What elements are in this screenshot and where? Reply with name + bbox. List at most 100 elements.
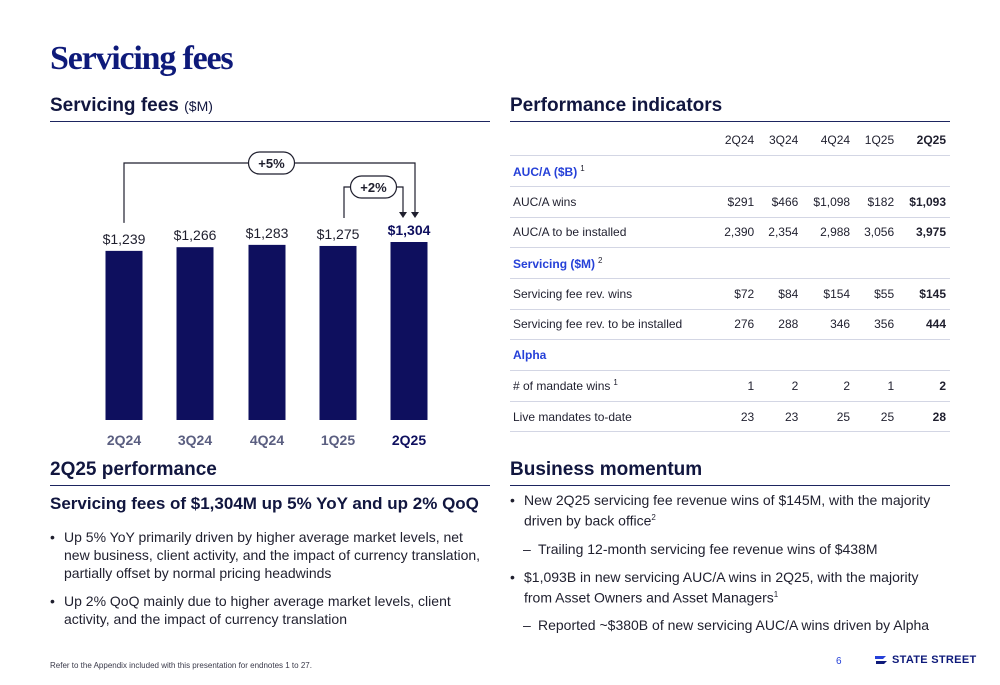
cell: $55 (854, 278, 899, 310)
sub-bullet-item: Reported ~$380B of new servicing AUC/A w… (510, 616, 950, 634)
servicing-fees-chart: $1,239 2Q24 $1,266 3Q24 $1,283 4Q24 $1,275 1Q25… (103, 151, 431, 448)
table-row: Live mandates to-date 23 23 25 25 28 (510, 401, 950, 433)
quarter-performance-title: 2Q25 performance (50, 459, 217, 480)
row-label: AUC/A to be installed (510, 217, 715, 249)
cell: $182 (854, 186, 899, 218)
cell: 2,390 (714, 217, 759, 249)
bullet-item: $1,093B in new servicing AUC/A wins in 2… (510, 568, 950, 607)
cell-current: $145 (898, 278, 950, 310)
table-row: Servicing fee rev. to be installed 276 2… (510, 309, 950, 341)
bullet-item: New 2Q25 servicing fee revenue wins of $… (510, 491, 950, 530)
bar-2Q25 (390, 242, 428, 420)
qoq-change-pill (349, 175, 398, 199)
endnote-ref: 2 (651, 513, 656, 522)
bar-value-label: $1,275 (317, 226, 360, 242)
row-label: Servicing fee rev. wins (510, 278, 715, 310)
column-header: 4Q24 (802, 125, 855, 157)
category-label: 4Q24 (250, 432, 284, 448)
table-group-row: Alpha (510, 339, 950, 371)
table-group-row: AUC/A ($B) 1 (510, 155, 950, 187)
chart-section-unit: ($M) (184, 98, 213, 114)
business-momentum-title: Business momentum (510, 459, 703, 480)
bar-3Q24 (176, 247, 214, 420)
bar-value-label: $1,283 (246, 225, 289, 241)
cell: 25 (854, 401, 899, 433)
performance-section-divider (510, 121, 950, 122)
column-header: 3Q24 (758, 125, 803, 157)
quarter-performance-divider (50, 485, 490, 486)
group-label: AUC/A ($B) (513, 164, 578, 179)
endnote-ref: 1 (773, 589, 779, 599)
page-title: Servicing fees (50, 40, 234, 77)
performance-table: 2Q24 3Q24 4Q24 1Q25 2Q25 AUC/A ($B) 1 AUC… (510, 125, 950, 433)
endnote-ref: 1 (613, 378, 618, 388)
column-header-current: 2Q25 (898, 125, 950, 157)
table-corner-cell (510, 125, 715, 157)
chart-section-title-text: Servicing fees (50, 95, 179, 116)
column-header: 1Q25 (854, 125, 899, 157)
table-row: AUC/A to be installed 2,390 2,354 2,988 … (510, 217, 950, 249)
business-momentum-bullets: New 2Q25 servicing fee revenue wins of $… (510, 491, 950, 644)
cell-current: $1,093 (898, 186, 950, 218)
footnote: Refer to the Appendix included with this… (50, 661, 312, 670)
state-street-logo-mark-icon (875, 656, 887, 664)
table-row: Servicing fee rev. wins $72 $84 $154 $55… (510, 278, 950, 310)
category-label: 2Q25 (392, 432, 426, 448)
cell: 3,056 (854, 217, 899, 249)
cell: 276 (714, 309, 759, 341)
endnote-ref: 2 (598, 255, 603, 265)
business-momentum-divider (510, 485, 950, 486)
row-label: AUC/A wins (510, 186, 715, 218)
bullet-item: Up 2% QoQ mainly due to higher average m… (50, 592, 485, 628)
yoy-change-pill (247, 151, 296, 175)
cell: 23 (714, 401, 759, 433)
group-label: Alpha (513, 348, 547, 363)
category-label: 2Q24 (107, 432, 141, 448)
cell-current: 28 (898, 401, 950, 433)
cell: $291 (714, 186, 759, 218)
row-label: # of mandate wins (513, 379, 611, 394)
performance-section-title: Performance indicators (510, 95, 723, 116)
row-label: Servicing fee rev. to be installed (510, 309, 715, 341)
yoy-arrow-head (411, 212, 419, 218)
cell: $466 (758, 186, 803, 218)
cell: 2 (802, 370, 855, 402)
cell: $1,098 (802, 186, 855, 218)
cell: 288 (758, 309, 803, 341)
cell: 1 (854, 370, 899, 402)
bullet-text: New 2Q25 servicing fee revenue wins of $… (524, 492, 931, 529)
logo-wordmark: STATE STREET (892, 654, 977, 666)
qoq-arrow-head (399, 212, 407, 218)
cell: 2,988 (802, 217, 855, 249)
performance-table-header: 2Q24 3Q24 4Q24 1Q25 2Q25 (510, 125, 950, 157)
cell: 23 (758, 401, 803, 433)
cell: 1 (714, 370, 759, 402)
bar-value-label: $1,266 (174, 227, 217, 243)
qoq-change-label: +2% (360, 180, 387, 195)
row-label: Live mandates to-date (510, 401, 715, 433)
bullet-item: Up 5% YoY primarily driven by higher ave… (50, 528, 485, 582)
yoy-change-label: +5% (258, 156, 285, 171)
cell-current: 3,975 (898, 217, 950, 249)
sub-bullet-item: Trailing 12-month servicing fee revenue … (510, 540, 950, 558)
cell: 2,354 (758, 217, 803, 249)
chart-section-divider (50, 121, 490, 122)
category-label: 3Q24 (178, 432, 212, 448)
cell: 356 (854, 309, 899, 341)
endnote-ref: 1 (580, 163, 585, 173)
quarter-performance-headline: Servicing fees of $1,304M up 5% YoY and … (50, 494, 479, 513)
cell: $84 (758, 278, 803, 310)
group-label: Servicing ($M) (513, 256, 596, 271)
page-number: 6 (836, 656, 842, 667)
column-header: 2Q24 (714, 125, 759, 157)
cell: 2 (758, 370, 803, 402)
chart-section-title: Servicing fees ($M) (50, 95, 213, 117)
cell: 25 (802, 401, 855, 433)
table-row: AUC/A wins $291 $466 $1,098 $182 $1,093 (510, 186, 950, 218)
bar-4Q24 (248, 244, 286, 420)
cell-current: 444 (898, 309, 950, 341)
state-street-logo: STATE STREET (874, 654, 976, 666)
category-label: 1Q25 (321, 432, 355, 448)
bar-1Q25 (319, 245, 357, 420)
table-row: # of mandate wins 1 1 2 2 1 2 (510, 370, 950, 402)
